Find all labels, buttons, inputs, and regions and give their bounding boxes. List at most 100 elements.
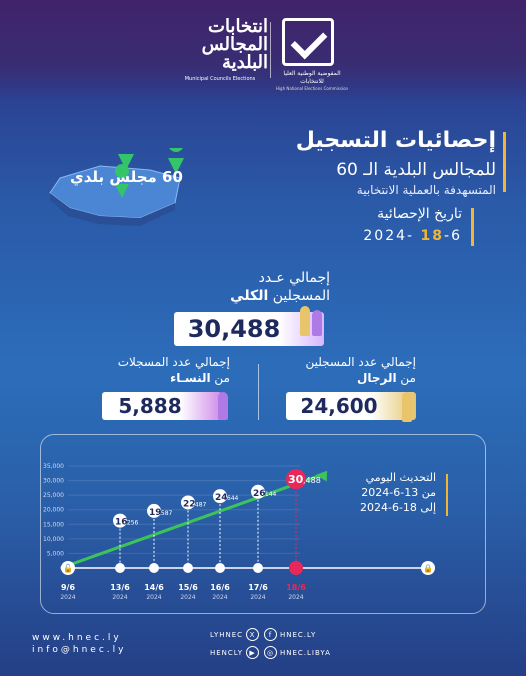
date-label: 18/6	[286, 583, 306, 592]
total-label-1: إجمالي عـدد	[258, 270, 330, 286]
data-label: 19	[149, 508, 162, 518]
elections-logo: انتخابات المجالس البلدية	[201, 16, 268, 73]
daily-update-from: من 13-6-2024	[361, 486, 436, 499]
social-youtube[interactable]: HENCLY ▶	[210, 646, 260, 659]
date-label: 16/6	[210, 583, 230, 592]
woman-icon	[218, 392, 228, 420]
instagram-icon: ◎	[264, 646, 277, 659]
timeline-dot	[183, 563, 193, 573]
date-label: 9/6	[61, 583, 75, 592]
data-label-small: ,488	[303, 476, 321, 485]
timeline-dot	[149, 563, 159, 573]
total-value: 30,488	[187, 315, 281, 343]
elections-logo-en: Municipal Councils Elections	[184, 76, 256, 82]
year-label: 2024	[288, 594, 303, 601]
year-label: 2024	[112, 594, 127, 601]
year-label: 2024	[146, 594, 161, 601]
y-tick-label: 30,000	[43, 478, 64, 485]
data-point	[113, 513, 127, 528]
y-tick-label: 25,000	[43, 492, 64, 499]
lock-glyph: 🔒	[423, 564, 433, 573]
man-icon	[402, 392, 412, 422]
libya-map-icon	[49, 148, 184, 226]
year-label: 2024	[180, 594, 195, 601]
data-point	[251, 484, 265, 499]
daily-update-title: التحديث اليومي	[365, 471, 436, 484]
y-tick-label: 15,000	[43, 521, 64, 528]
data-label: 16	[115, 518, 128, 528]
chart-panel	[40, 434, 486, 614]
total-label-2: المسجلين الكلي	[230, 288, 330, 304]
map-label: 60 مجلس بلدي	[70, 168, 183, 186]
header-band	[0, 0, 526, 102]
y-tick-label: 5,000	[47, 550, 64, 557]
data-point	[181, 495, 195, 510]
women-value: 5,888	[118, 394, 182, 418]
year-label: 2024	[60, 594, 75, 601]
year-label: 2024	[212, 594, 227, 601]
date-label: 17/6	[248, 583, 268, 592]
website-link[interactable]: www.hnec.ly	[32, 633, 122, 643]
trend-line	[71, 472, 325, 566]
footer-contacts: www.hnec.ly info@hnec.ly	[32, 632, 126, 656]
date-label: 13/6	[110, 583, 130, 592]
subtitle-1: للمجالس البلدية الـ 60	[336, 160, 496, 180]
start-lock-icon	[61, 561, 75, 575]
women-label-2: من النسـاء	[170, 371, 230, 385]
social-instagram[interactable]: ◎ HNEC.LIBYA	[264, 646, 331, 659]
subtitle-2: المتسهدفة بالعملية الانتخابية	[356, 183, 496, 197]
data-label: 30	[288, 473, 304, 486]
divider-line	[258, 364, 259, 420]
total-label-2-pre: المسجلين	[268, 288, 330, 304]
data-label-small: ,587	[159, 510, 173, 517]
end-lock-icon	[421, 561, 435, 575]
update-accent-bar	[446, 474, 448, 516]
social-x[interactable]: LYHNEC X	[210, 628, 260, 641]
lock-glyph: 🔓	[63, 563, 73, 573]
timeline-dot	[215, 563, 225, 573]
stats-date-value: 18-6 -2024	[363, 228, 462, 244]
women-label: إجمالي عدد المسجلات من النسـاء	[118, 354, 230, 386]
timeline-dot	[115, 563, 125, 573]
data-label-small: ,487	[193, 501, 207, 508]
stats-date-rest: -6 -2024	[363, 228, 462, 244]
checkmark-logo-icon	[282, 18, 334, 66]
trend-arrowhead	[315, 470, 328, 482]
stats-date-day: 18	[420, 228, 445, 244]
daily-update-to: إلى 18-6-2024	[359, 501, 436, 514]
people-icon	[300, 306, 322, 336]
logo-divider	[270, 22, 271, 78]
date-label: 14/6	[144, 583, 164, 592]
data-label: 22	[183, 499, 196, 509]
year-label: 2024	[250, 594, 265, 601]
data-label-small: ,644	[225, 495, 239, 502]
data-point	[213, 489, 227, 504]
data-label: 26	[253, 489, 266, 499]
men-value-box: 24,600	[286, 392, 416, 420]
y-tick-label: 10,000	[43, 536, 64, 543]
date-label: 15/6	[178, 583, 198, 592]
org-name-en: High National Elections Commission	[275, 86, 349, 91]
timeline-dot	[253, 563, 263, 573]
women-value-box: 5,888	[102, 392, 222, 420]
email-link[interactable]: info@hnec.ly	[32, 645, 127, 655]
facebook-icon: f	[264, 628, 277, 641]
x-icon: X	[246, 628, 260, 641]
social-facebook[interactable]: f HNEC.LY	[264, 628, 316, 641]
men-label: إجمالي عدد المسجلين من الرجال	[305, 354, 416, 386]
daily-update: التحديث اليومي من 13-6-2024 إلى 18-6-202…	[360, 470, 436, 515]
men-label-2: من الرجال	[356, 371, 416, 385]
youtube-icon: ▶	[246, 646, 260, 659]
timeline-dot	[289, 561, 303, 575]
title-accent-bar	[503, 132, 506, 192]
total-value-box: 30,488	[174, 312, 324, 346]
men-label-1: إجمالي عدد المسجلين	[305, 355, 416, 369]
data-label-small: ,144	[263, 491, 277, 498]
y-tick-label: 35,000	[43, 463, 64, 470]
men-value: 24,600	[300, 394, 378, 418]
page-title: إحصائيات التسجيل	[295, 128, 496, 153]
date-accent-bar	[471, 208, 474, 246]
org-name: المفوضية الوطنية العليا للانتخابات	[283, 70, 341, 85]
y-tick-label: 20,000	[43, 507, 64, 514]
